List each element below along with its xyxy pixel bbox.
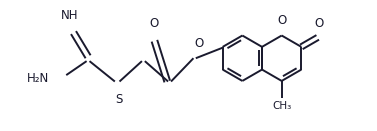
- Text: O: O: [194, 37, 203, 50]
- Text: O: O: [149, 17, 158, 30]
- Text: O: O: [314, 17, 324, 30]
- Text: H₂N: H₂N: [26, 72, 49, 85]
- Text: CH₃: CH₃: [272, 101, 291, 111]
- Text: NH: NH: [60, 9, 78, 22]
- Text: O: O: [277, 14, 286, 27]
- Text: S: S: [115, 93, 122, 106]
